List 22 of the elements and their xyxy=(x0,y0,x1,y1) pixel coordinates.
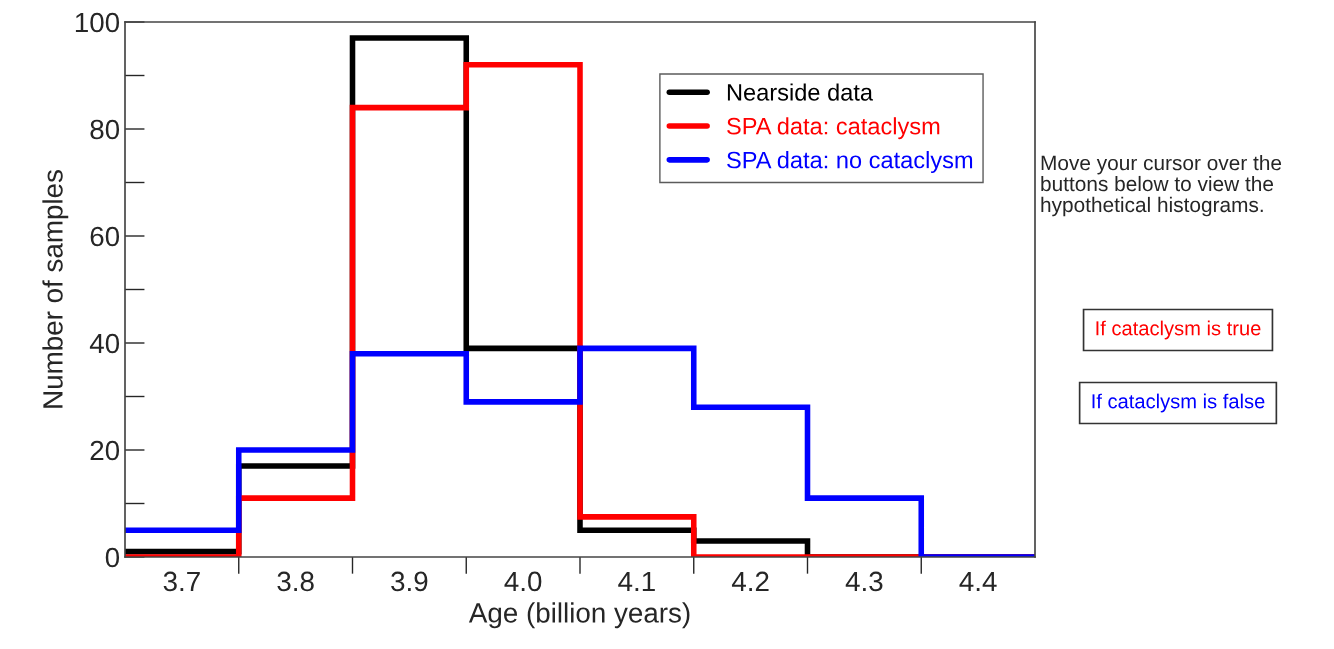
y-tick-label: 100 xyxy=(75,12,120,33)
x-tick-label: 4.0 xyxy=(504,571,542,592)
x-tick-label: 4.3 xyxy=(845,571,883,592)
legend-label: SPA data: cataclysm xyxy=(727,117,940,140)
y-tick-label: 0 xyxy=(105,547,120,568)
legend-label: Nearside data xyxy=(727,83,873,101)
x-tick-label: 4.4 xyxy=(959,571,997,592)
text: If cataclysm is false xyxy=(1092,393,1265,413)
x-tick-label: 3.7 xyxy=(163,571,200,592)
y-tick-label: 80 xyxy=(90,119,120,140)
x-axis-title: Age (billion years) xyxy=(468,602,690,629)
y-tick-label: 60 xyxy=(90,226,120,247)
text: Move your cursor over the buttons below to view the hypothetical histograms. xyxy=(1041,155,1282,217)
legend-label: SPA data: no cataclysm xyxy=(727,151,973,174)
x-tick-label: 3.8 xyxy=(277,571,314,592)
y-tick-label: 40 xyxy=(89,333,120,354)
y-tick-label: 20 xyxy=(90,440,120,461)
y-axis-title: Number of samples xyxy=(42,170,69,408)
x-tick-label: 3.9 xyxy=(391,571,428,592)
text: If cataclysm is true xyxy=(1096,320,1261,340)
x-tick-label: 4.2 xyxy=(731,571,769,592)
x-tick-label: 4.1 xyxy=(618,571,655,592)
